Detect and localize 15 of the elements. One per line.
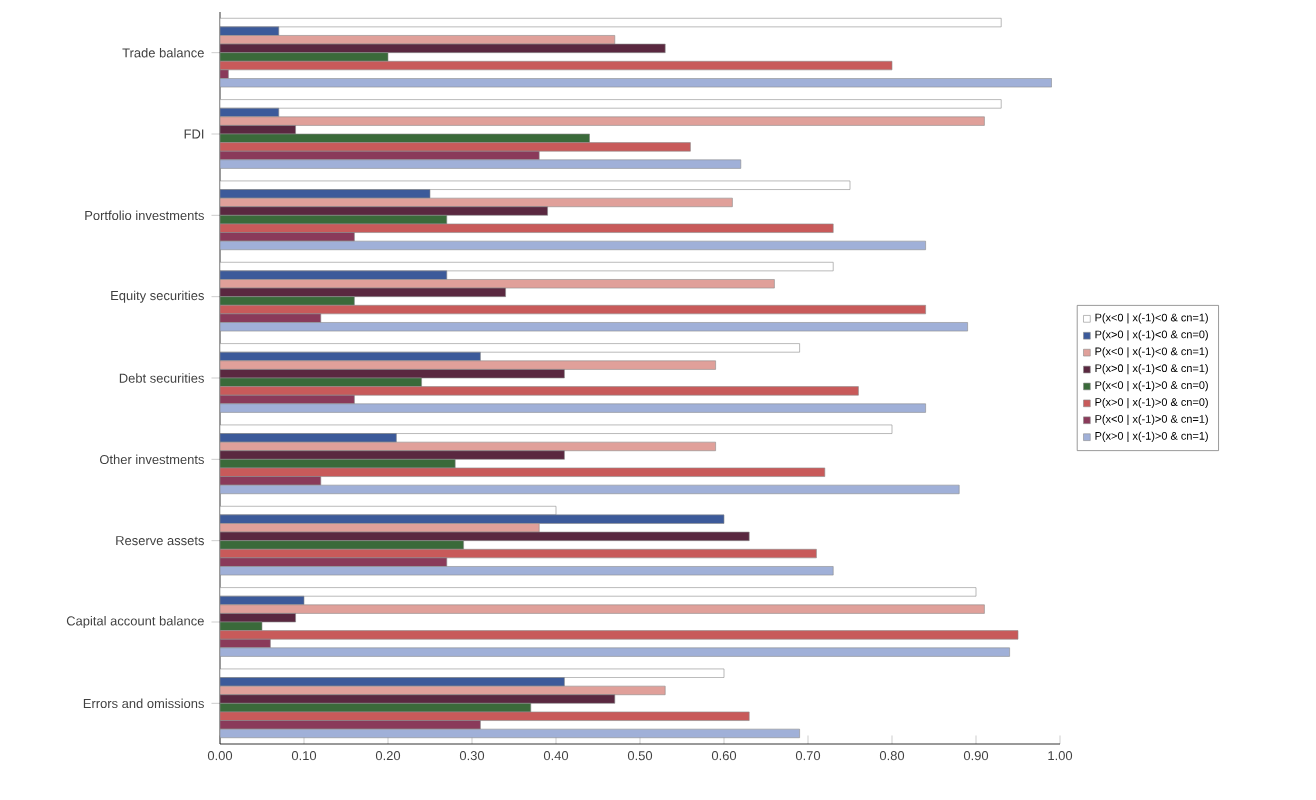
bar (220, 360, 716, 370)
bar (220, 206, 548, 216)
bar (220, 142, 691, 152)
bar (220, 159, 742, 169)
bar (220, 647, 1010, 657)
bar (220, 386, 859, 396)
bar (220, 403, 926, 413)
bar (220, 450, 565, 460)
bar (220, 116, 985, 126)
bar (220, 52, 389, 62)
bar (220, 540, 464, 550)
bar (220, 630, 1019, 640)
bar (220, 694, 616, 704)
bar (220, 296, 355, 306)
bar (220, 604, 985, 614)
